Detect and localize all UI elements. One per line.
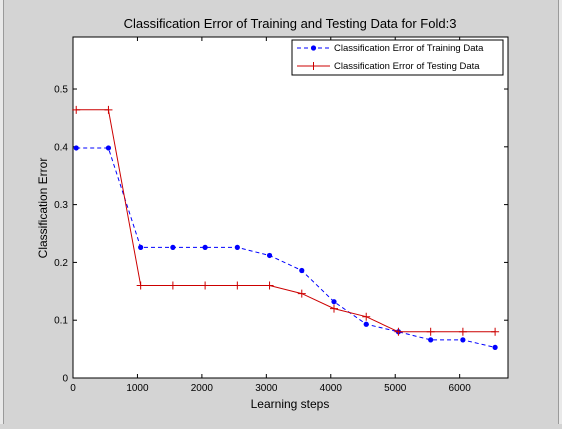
- data-point: [394, 327, 403, 336]
- y-tick-label: 0.2: [54, 258, 68, 269]
- window-left-edge: [0, 0, 4, 424]
- data-point: [460, 337, 466, 343]
- y-tick-label: 0: [62, 374, 68, 385]
- y-axis-ticks: 0 0.1 0.2 0.3 0.4 0.5: [54, 85, 508, 385]
- data-point: [362, 312, 371, 321]
- data-point: [233, 281, 242, 290]
- x-tick-label: 5000: [384, 383, 407, 394]
- data-point: [136, 281, 145, 290]
- data-point: [201, 281, 210, 290]
- y-tick-label: 0.4: [54, 142, 68, 153]
- data-point: [492, 344, 498, 350]
- y-tick-label: 0.5: [54, 85, 68, 96]
- series-layer: [72, 105, 500, 350]
- x-tick-label: 2000: [191, 383, 214, 394]
- data-point: [331, 299, 337, 305]
- legend-box: [291, 39, 504, 76]
- data-point: [104, 105, 113, 114]
- data-point: [105, 145, 112, 151]
- x-tick-label: 0: [70, 383, 76, 394]
- window-right-edge: [558, 0, 562, 424]
- data-point: [265, 281, 274, 290]
- plot-area: [72, 36, 509, 379]
- data-point: [202, 244, 208, 250]
- data-point: [72, 105, 81, 114]
- data-point: [266, 252, 273, 259]
- x-tick-label: 6000: [449, 383, 472, 394]
- series-line-0: [76, 147, 496, 348]
- data-point: [168, 281, 177, 290]
- x-tick-label: 3000: [255, 383, 278, 394]
- y-axis-label: Classification Error: [36, 158, 50, 259]
- data-point: [234, 244, 240, 250]
- data-point: [299, 267, 305, 274]
- y-tick-label: 0.1: [54, 316, 68, 327]
- series-line-1: [76, 109, 496, 333]
- x-tick-label: 4000: [320, 383, 343, 394]
- y-tick-label: 0.3: [54, 200, 68, 211]
- data-point: [73, 145, 79, 151]
- legend-marker-testing: [309, 62, 318, 70]
- data-point: [330, 304, 338, 313]
- data-point: [297, 289, 306, 298]
- legend-label-testing: Classification Error of Testing Data: [334, 61, 480, 72]
- x-axis-ticks: 0 1000 2000 3000 4000 5000 6000: [70, 37, 471, 394]
- data-point: [138, 244, 144, 250]
- data-point: [428, 337, 434, 343]
- x-tick-label: 1000: [126, 383, 149, 394]
- legend: Classification Error of Training Data Cl…: [291, 39, 504, 76]
- x-axis-label: Learning steps: [251, 397, 330, 411]
- data-point: [170, 244, 176, 250]
- legend-marker-training: [310, 45, 317, 51]
- legend-label-training: Classification Error of Training Data: [334, 43, 484, 54]
- data-point: [363, 321, 369, 327]
- data-point: [426, 327, 435, 336]
- data-point: [458, 327, 467, 336]
- chart-title: Classification Error of Training and Tes…: [124, 16, 457, 31]
- data-point: [491, 327, 500, 336]
